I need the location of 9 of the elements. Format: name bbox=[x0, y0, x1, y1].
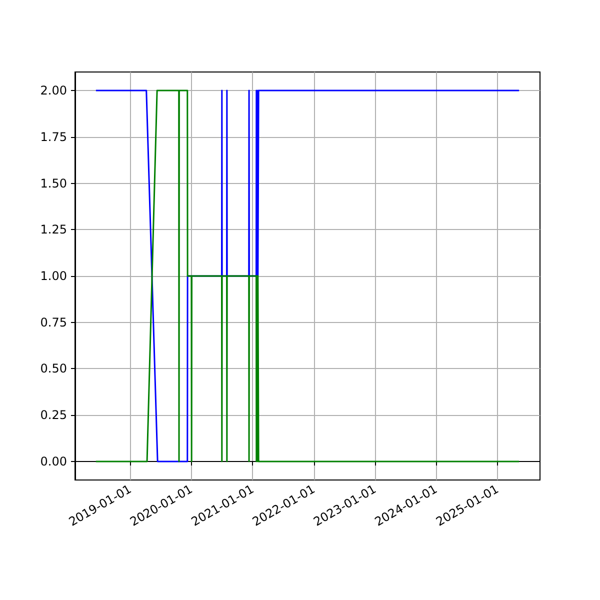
y-tick-label: 0.75 bbox=[40, 315, 67, 330]
y-tick-label: 1.75 bbox=[40, 130, 67, 144]
y-tick-label: 1.50 bbox=[40, 176, 67, 190]
y-tick-label: 2.00 bbox=[40, 84, 67, 98]
y-tick-label: 0.00 bbox=[40, 454, 67, 468]
y-tick-label: 0.50 bbox=[40, 362, 67, 376]
y-tick-label: 1.25 bbox=[40, 222, 67, 237]
y-tick-label: 0.25 bbox=[40, 408, 67, 422]
y-tick-label: 1.00 bbox=[40, 269, 67, 283]
